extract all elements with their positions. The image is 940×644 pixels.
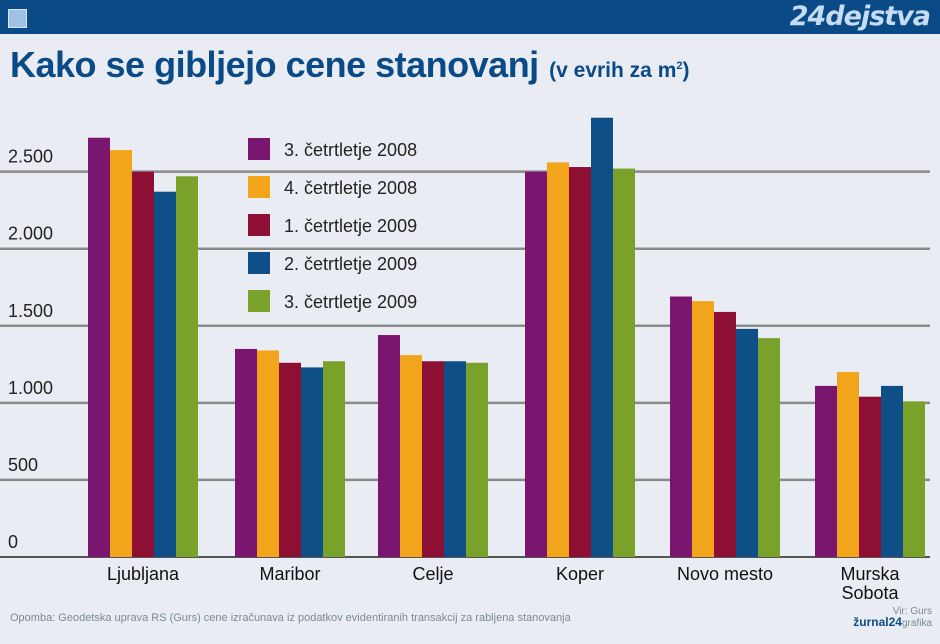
bar (903, 401, 925, 557)
bar (323, 361, 345, 557)
bar (466, 362, 488, 557)
legend-label: 2. četrtletje 2009 (284, 254, 417, 274)
legend-label: 3. četrtletje 2008 (284, 140, 417, 160)
bar (400, 355, 422, 557)
bar (525, 171, 547, 558)
y-tick-label: 2.500 (8, 147, 53, 167)
bar (736, 328, 758, 557)
title-main: Kako se gibljejo cene stanovanj (10, 44, 539, 85)
title-unit: (v evrih za m2) (549, 59, 689, 82)
title-unit-sup: 2 (676, 60, 683, 72)
bar (815, 385, 837, 557)
y-tick-label: 1.000 (8, 378, 53, 398)
title-unit-suffix: ) (682, 59, 690, 82)
y-axis-ticks: 0 500 1.000 1.500 2.000 2.500 (8, 147, 53, 552)
legend-label: 4. četrtletje 2008 (284, 178, 417, 198)
legend-label: 1. četrtletje 2009 (284, 216, 417, 236)
chart-title: Kako se gibljejo cene stanovanj (v evrih… (10, 44, 690, 86)
bar (110, 150, 132, 557)
bar (257, 350, 279, 557)
bar (591, 117, 613, 557)
credit: Vir: Gurs žurnal24grafika (853, 606, 932, 629)
brand-logo: 24dejstva (789, 1, 931, 32)
bar (88, 137, 110, 558)
title-unit-prefix: (v evrih za m (549, 59, 677, 82)
credit-suffix: grafika (901, 618, 932, 629)
y-tick-label: 1.500 (8, 301, 53, 321)
legend-swatch (248, 290, 270, 312)
bar (154, 191, 176, 557)
x-axis-labels: Ljubljana Maribor Celje Koper Novo mesto Murs… (107, 564, 901, 603)
bar (670, 296, 692, 557)
bar (378, 335, 400, 557)
bar (714, 311, 736, 557)
bar (176, 176, 198, 558)
bar (301, 367, 323, 557)
bar (569, 167, 591, 557)
credit-source: Vir: Gurs (892, 606, 932, 617)
y-tick-label: 0 (8, 532, 18, 552)
bar (837, 372, 859, 557)
legend-label: 3. četrtletje 2009 (284, 292, 417, 312)
bar (422, 361, 444, 557)
legend-swatch (248, 252, 270, 274)
x-tick-label: Maribor (259, 564, 320, 584)
legend-swatch (248, 176, 270, 198)
bar (758, 338, 780, 557)
credit-brand: žurnal24 (853, 615, 902, 629)
bar (859, 396, 881, 557)
bar (279, 362, 301, 557)
x-tick-label: Koper (556, 564, 604, 584)
y-tick-label: 2.000 (8, 224, 53, 244)
legend: 3. četrtletje 2008 4. četrtletje 2008 1. č… (248, 138, 417, 312)
footnote: Opomba: Geodetska uprava RS (Gurs) cene … (10, 612, 571, 624)
legend-swatch (248, 214, 270, 236)
y-tick-label: 500 (8, 455, 38, 475)
bar (692, 301, 714, 557)
bar (547, 162, 569, 557)
x-tick-label: Sobota (841, 583, 899, 603)
x-tick-label: Novo mesto (677, 564, 773, 584)
bar (613, 168, 635, 557)
bar (132, 171, 154, 558)
x-tick-label: Ljubljana (107, 564, 180, 584)
header-bar: 24dejstva (0, 0, 940, 34)
legend-swatch (248, 138, 270, 160)
bar (235, 348, 257, 557)
bar (881, 385, 903, 557)
bars (88, 117, 925, 558)
menu-square-icon (8, 9, 27, 28)
x-tick-label: Celje (412, 564, 453, 584)
x-tick-label: Murska (840, 564, 900, 584)
bar (444, 361, 466, 557)
